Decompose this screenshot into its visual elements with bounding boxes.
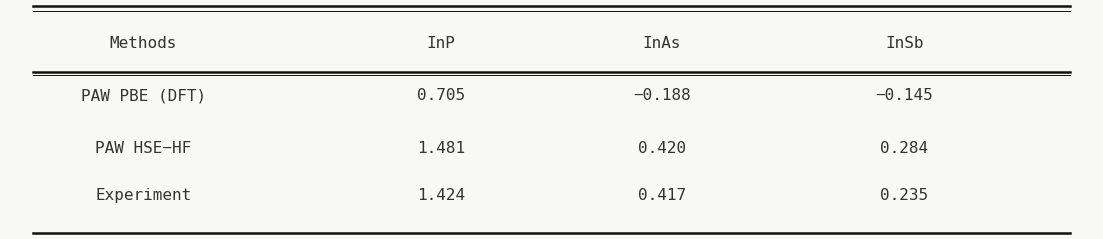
Text: InAs: InAs [643, 36, 681, 50]
Text: PAW PBE (DFT): PAW PBE (DFT) [81, 88, 206, 103]
Text: 0.420: 0.420 [638, 141, 686, 156]
Text: Experiment: Experiment [95, 189, 192, 203]
Text: 0.235: 0.235 [880, 189, 929, 203]
Text: 0.284: 0.284 [880, 141, 929, 156]
Text: −0.145: −0.145 [876, 88, 933, 103]
Text: Methods: Methods [109, 36, 178, 50]
Text: PAW HSE−HF: PAW HSE−HF [95, 141, 192, 156]
Text: 0.705: 0.705 [417, 88, 465, 103]
Text: 1.424: 1.424 [417, 189, 465, 203]
Text: 0.417: 0.417 [638, 189, 686, 203]
Text: −0.188: −0.188 [633, 88, 690, 103]
Text: InSb: InSb [886, 36, 923, 50]
Text: 1.481: 1.481 [417, 141, 465, 156]
Text: InP: InP [427, 36, 456, 50]
